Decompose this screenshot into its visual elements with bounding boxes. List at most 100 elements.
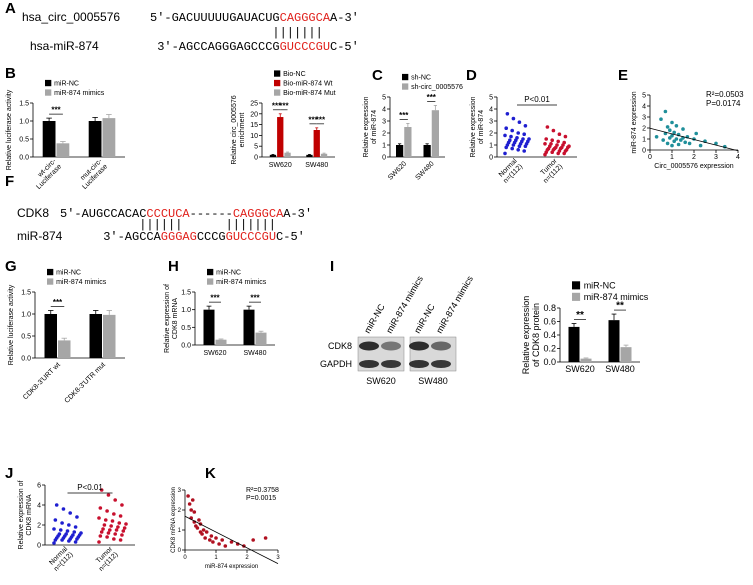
data-point <box>562 140 566 145</box>
data-point <box>211 540 215 544</box>
data-point <box>197 518 201 522</box>
significance-label: *** <box>53 298 63 307</box>
data-point <box>208 538 212 542</box>
legend-label: miR-NC <box>56 270 81 277</box>
data-point <box>73 540 78 544</box>
y-tick-label: 15 <box>250 122 258 129</box>
error-bar <box>92 117 98 121</box>
data-point <box>516 148 520 152</box>
bar <box>42 121 56 157</box>
sequence-part: CAGGGCA <box>280 11 331 25</box>
significance-label: *** <box>250 294 260 303</box>
blot-group-label: SW480 <box>418 376 448 386</box>
bar <box>306 154 313 157</box>
text-line: Relative expression of <box>18 481 25 550</box>
data-point <box>120 533 124 537</box>
y-axis-label: Relative luciferase activity <box>8 284 15 365</box>
blot-band <box>431 341 451 351</box>
bar <box>58 340 71 358</box>
error-bar <box>583 357 589 359</box>
data-point <box>105 509 109 513</box>
data-point <box>545 125 550 129</box>
error-bar <box>278 113 282 118</box>
data-point <box>121 529 126 533</box>
data-point <box>122 526 127 530</box>
data-point <box>52 527 56 531</box>
sequence-name: hsa-miR-874 <box>30 39 99 53</box>
sequence-part: CCCG <box>197 230 226 244</box>
blot-band <box>359 360 379 368</box>
sequence-part: ------ <box>190 207 233 221</box>
y-tick-label: 0 <box>178 548 182 554</box>
panel-label: F <box>5 173 14 190</box>
legend-swatch <box>45 89 52 96</box>
y-tick-label: 0.8 <box>543 303 556 313</box>
data-point <box>522 149 526 153</box>
blot-band <box>409 360 429 368</box>
bar <box>56 143 70 157</box>
annotation: R²=0.3758 <box>246 487 279 494</box>
y-tick-label: 1 <box>382 142 386 149</box>
x-tick-label: SW620 <box>204 350 227 357</box>
sequence: 5'-AUGCCACACCCCUCA------CAGGGCAA-3' <box>60 207 312 221</box>
data-point <box>203 536 207 540</box>
y-tick-label: 0 <box>642 147 646 154</box>
error-bar <box>315 127 319 130</box>
y-tick-label: 0.0 <box>181 342 191 349</box>
data-point <box>118 514 123 518</box>
y-axis-label: Relative luciferase activity <box>6 89 13 170</box>
bar <box>620 347 632 362</box>
data-point <box>67 523 71 527</box>
significance-label: ** <box>576 310 584 321</box>
data-point <box>676 142 681 147</box>
significance-label: *** <box>399 111 409 120</box>
bar <box>102 118 116 157</box>
y-tick-label: 4 <box>382 106 386 113</box>
error-bar <box>433 105 438 111</box>
sequence: 5'-GACUUUUUGAUACUGCAGGGCAA-3' <box>150 11 359 25</box>
data-point <box>113 498 117 502</box>
data-point <box>523 124 528 128</box>
x-tick-label: 1 <box>214 555 218 561</box>
data-point <box>120 503 124 507</box>
y-tick-label: 10 <box>250 133 258 140</box>
data-point <box>694 131 698 136</box>
data-point <box>505 112 510 116</box>
annotation: R²=0.0503 <box>706 90 744 99</box>
data-point <box>511 116 516 121</box>
data-point <box>263 536 268 540</box>
data-point <box>68 511 72 515</box>
y-axis-label: Relative expression ofCDK8 mRNA <box>18 481 33 550</box>
data-point <box>72 530 77 534</box>
significance-label: *** <box>308 115 318 124</box>
bar <box>320 153 328 157</box>
data-point <box>698 143 703 148</box>
panel-label: E <box>618 67 628 84</box>
bar <box>277 117 284 157</box>
text-line: of miR-874 <box>478 110 485 144</box>
data-point <box>124 522 128 526</box>
data-point <box>663 109 668 114</box>
data-point <box>106 493 111 497</box>
data-point <box>714 141 718 146</box>
sequence-name: hsa_circ_0005576 <box>22 10 120 24</box>
bar <box>203 309 215 345</box>
x-tick-label: SW620 <box>565 364 595 374</box>
data-point <box>60 521 64 525</box>
y-tick-label: 2 <box>642 125 646 132</box>
sequence-part: A-3' <box>283 207 312 221</box>
blot-band <box>381 341 401 351</box>
legend-swatch <box>47 268 54 276</box>
bar <box>568 326 580 362</box>
text-line: CDK8 mRNA <box>26 494 33 536</box>
error-bar <box>60 141 66 144</box>
y-tick-label: 0 <box>254 154 258 161</box>
y-axis-label: CDK8 mRNA expression <box>171 487 177 553</box>
data-point <box>98 506 103 510</box>
legend-label: Bio-miR-874 Wt <box>283 81 332 88</box>
blot-row-label: CDK8 <box>328 341 352 351</box>
panel-label: K <box>205 465 216 482</box>
data-point <box>204 530 209 534</box>
legend-label: Bio-NC <box>283 71 306 78</box>
data-point <box>517 120 522 124</box>
